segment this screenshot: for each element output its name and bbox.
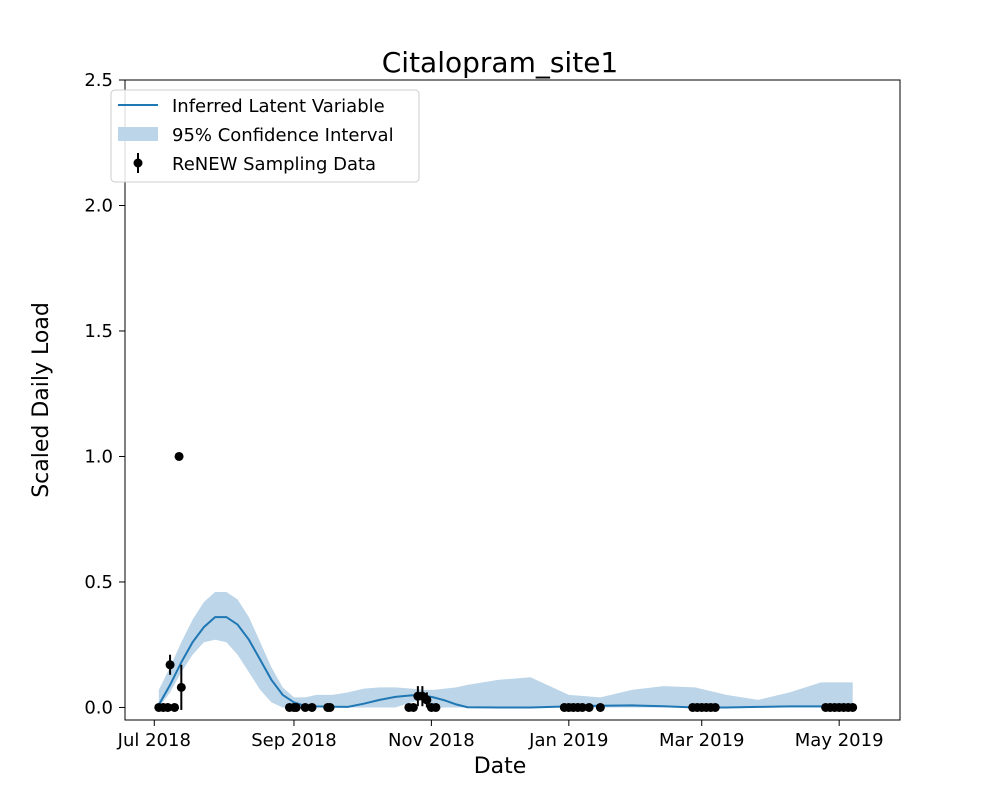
confidence-band-layer [158, 592, 853, 708]
sampling-point [710, 702, 720, 712]
sampling-point [422, 695, 432, 705]
y-tick-label: 2.0 [84, 195, 113, 216]
y-axis-ticks: 0.0 0.5 1.0 1.5 2.0 2.5 [84, 70, 125, 718]
sampling-point [325, 702, 335, 712]
y-axis-label: Scaled Daily Load [29, 302, 54, 498]
confidence-band [158, 592, 853, 708]
sampling-point [163, 702, 173, 712]
legend-label-band: 95% Confidence Interval [172, 125, 394, 146]
y-tick-label: 2.5 [84, 70, 113, 91]
latent-variable-line [157, 616, 853, 709]
legend: Inferred Latent Variable 95% Confidence … [110, 89, 420, 183]
sampling-point [170, 702, 180, 712]
y-tick-label: 0.0 [84, 697, 113, 718]
x-tick-label: Nov 2018 [388, 730, 475, 751]
sampling-point [176, 682, 186, 692]
plot-frame [124, 79, 901, 721]
x-axis-label: Date [474, 754, 527, 779]
sampling-point [291, 702, 301, 712]
y-tick-label: 1.0 [84, 446, 113, 467]
x-tick-label: Jul 2018 [117, 730, 191, 751]
legend-label-line: Inferred Latent Variable [172, 96, 385, 117]
y-tick-label: 0.5 [84, 572, 113, 593]
sampling-point [174, 451, 184, 461]
sampling-point [848, 702, 858, 712]
legend-box [110, 89, 420, 183]
latent-line-layer [157, 616, 853, 709]
y-tick-label: 1.5 [84, 321, 113, 342]
x-tick-label: Mar 2019 [659, 730, 745, 751]
x-tick-label: Sep 2018 [251, 730, 336, 751]
sampling-point [431, 702, 441, 712]
sampling-point [165, 660, 175, 670]
sampling-point [300, 702, 310, 712]
sampling-point [307, 702, 317, 712]
x-tick-label: Jan 2019 [528, 730, 608, 751]
sampling-point [584, 702, 594, 712]
x-tick-label: May 2019 [795, 730, 884, 751]
sampling-points-layer [154, 451, 858, 712]
legend-point-swatch [133, 158, 143, 168]
x-axis-ticks: Jul 2018 Sep 2018 Nov 2018 Jan 2019 Mar 2019… [117, 720, 884, 751]
sampling-point [408, 702, 418, 712]
sampling-point [595, 702, 605, 712]
legend-band-swatch [118, 127, 158, 141]
sampling-point [577, 702, 587, 712]
legend-label-points: ReNEW Sampling Data [172, 154, 376, 175]
chart-title: Citalopram_site1 [382, 46, 618, 79]
